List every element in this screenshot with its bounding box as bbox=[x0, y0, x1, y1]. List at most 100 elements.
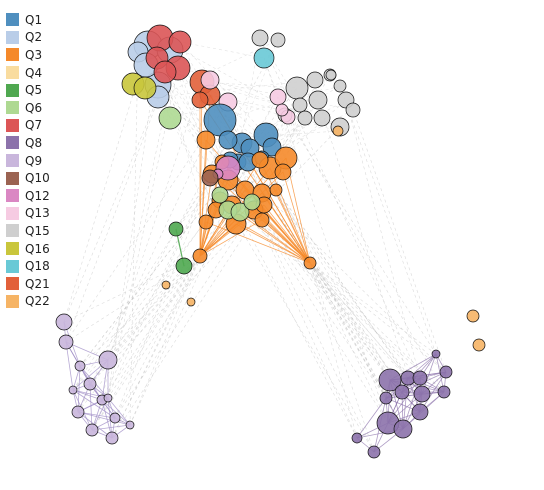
edge bbox=[77, 365, 81, 413]
edge bbox=[89, 383, 93, 431]
edge bbox=[227, 37, 261, 211]
node-q9 bbox=[105, 431, 119, 445]
edge bbox=[227, 96, 279, 181]
edge bbox=[201, 81, 409, 379]
legend-swatch bbox=[6, 294, 19, 308]
legend-label: Q4 bbox=[25, 65, 43, 80]
legend-label: Q3 bbox=[25, 47, 43, 62]
legend-swatch bbox=[6, 136, 19, 150]
edge bbox=[91, 255, 201, 431]
edge bbox=[261, 219, 311, 264]
legend-swatch bbox=[6, 277, 19, 291]
node-q3 bbox=[198, 214, 214, 230]
edge bbox=[129, 51, 139, 426]
edge bbox=[65, 341, 74, 391]
legend-label: Q15 bbox=[25, 223, 50, 238]
edge bbox=[309, 262, 423, 395]
edge bbox=[309, 262, 389, 424]
legend-swatch bbox=[6, 13, 19, 27]
edge bbox=[101, 41, 181, 401]
edge bbox=[91, 173, 213, 431]
node-q8 bbox=[379, 391, 393, 405]
node-q15 bbox=[308, 90, 328, 110]
legend-label: Q6 bbox=[25, 100, 43, 115]
edge bbox=[201, 81, 298, 89]
node-q9 bbox=[68, 385, 78, 395]
node-q1 bbox=[218, 130, 238, 150]
legend-label: Q12 bbox=[25, 188, 50, 203]
edge bbox=[251, 201, 375, 453]
node-q8 bbox=[413, 385, 431, 403]
node-q6 bbox=[158, 106, 182, 130]
node-q9 bbox=[109, 412, 121, 424]
edge bbox=[199, 219, 263, 257]
edge bbox=[157, 84, 391, 381]
node-q3 bbox=[254, 212, 270, 228]
node-q9 bbox=[58, 334, 74, 350]
edge bbox=[217, 173, 423, 395]
legend-item-q15: Q15 bbox=[6, 222, 50, 240]
edge bbox=[63, 96, 159, 323]
node-q22 bbox=[186, 297, 196, 307]
node-q9 bbox=[98, 350, 118, 370]
edge bbox=[309, 262, 358, 439]
legend-item-q3: Q3 bbox=[6, 46, 50, 64]
node-q5 bbox=[168, 221, 184, 237]
node-q7 bbox=[153, 60, 177, 84]
edge bbox=[356, 397, 387, 439]
legend-swatch bbox=[6, 189, 19, 203]
legend-item-q21: Q21 bbox=[6, 275, 50, 293]
node-q3 bbox=[274, 163, 292, 181]
edge bbox=[209, 94, 339, 132]
legend-item-q1: Q1 bbox=[6, 11, 50, 29]
legend-item-q10: Q10 bbox=[6, 169, 50, 187]
legend-swatch bbox=[6, 101, 19, 115]
edge bbox=[107, 67, 179, 399]
legend-swatch bbox=[6, 206, 19, 220]
node-q15 bbox=[333, 79, 347, 93]
edge bbox=[205, 139, 387, 399]
edge bbox=[101, 399, 131, 426]
edge bbox=[259, 37, 421, 379]
node-q22 bbox=[161, 280, 171, 290]
edge bbox=[309, 262, 409, 379]
legend-item-q9: Q9 bbox=[6, 152, 50, 170]
edge bbox=[111, 255, 201, 439]
node-q8 bbox=[437, 385, 451, 399]
legend-swatch bbox=[6, 259, 19, 273]
edge bbox=[114, 209, 255, 419]
node-q10 bbox=[201, 169, 219, 187]
legend-swatch bbox=[6, 48, 19, 62]
node-q7 bbox=[168, 30, 192, 54]
node-q16 bbox=[133, 76, 157, 100]
node-q13 bbox=[269, 88, 287, 106]
node-q9 bbox=[74, 360, 86, 372]
node-q15 bbox=[292, 97, 308, 113]
node-q15 bbox=[306, 71, 324, 89]
edge bbox=[164, 71, 207, 223]
legend-item-q7: Q7 bbox=[6, 117, 50, 135]
legend-label: Q7 bbox=[25, 118, 43, 133]
edge bbox=[199, 139, 207, 257]
node-q18 bbox=[253, 47, 275, 69]
legend-swatch bbox=[6, 118, 19, 132]
edge bbox=[209, 94, 387, 399]
node-q15 bbox=[251, 29, 269, 47]
node-q13 bbox=[275, 103, 289, 117]
legend: Q1 Q2 Q3 Q4 Q5 Q6 Q7 Q8 Q9 Q10 Q12 Q13 Q… bbox=[6, 11, 50, 310]
node-q3 bbox=[192, 248, 208, 264]
edge bbox=[277, 96, 445, 393]
edge bbox=[281, 109, 437, 355]
legend-label: Q5 bbox=[25, 83, 43, 98]
node-q8 bbox=[367, 445, 381, 459]
node-q15 bbox=[313, 109, 331, 127]
legend-item-q16: Q16 bbox=[6, 240, 50, 258]
edge bbox=[275, 189, 311, 264]
legend-label: Q8 bbox=[25, 135, 43, 150]
node-q9 bbox=[55, 313, 73, 331]
edge bbox=[235, 219, 263, 225]
legend-item-q6: Q6 bbox=[6, 99, 50, 117]
node-q3 bbox=[269, 183, 283, 197]
